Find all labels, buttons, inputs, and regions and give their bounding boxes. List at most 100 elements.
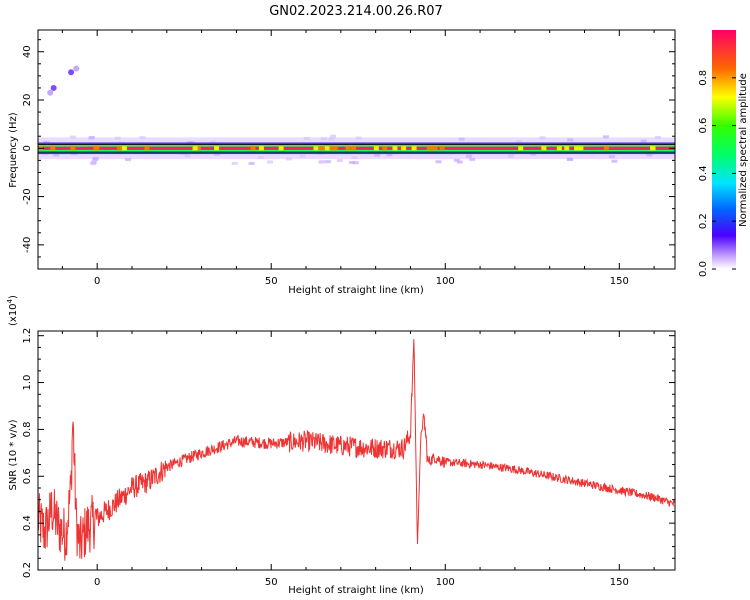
- spectrogram-halo-blob: [299, 154, 306, 158]
- spectrogram-hotspot: [319, 146, 325, 151]
- snr-panel: 0 50 100 150 0.2 0.4 0.6 0.8 1.0 1.2 Height of s…: [6, 295, 676, 596]
- spectrogram-x-tick-label: 50: [265, 276, 278, 287]
- spectrogram-halo-blob: [285, 157, 292, 161]
- spectrogram-halo-blob: [469, 157, 476, 161]
- spectrogram-hotspot: [50, 146, 56, 151]
- spectrogram-halo-blob: [257, 156, 264, 160]
- spectrogram-x-tick-label: 0: [94, 276, 100, 287]
- spectrogram-hotspot: [603, 146, 609, 151]
- spectrogram-halo-blob: [336, 159, 343, 163]
- spectrogram-halo-blob: [88, 135, 95, 139]
- spectrogram-hotspot: [258, 146, 264, 151]
- snr-x-tick-label: 100: [436, 577, 455, 588]
- spectrogram-y-tick-label: -40: [22, 237, 33, 253]
- spectrogram-hotspot: [313, 146, 319, 151]
- spectrogram-scatter-point: [73, 65, 80, 72]
- spectrogram-halo-blob: [386, 153, 393, 157]
- colorbar-tick-label: 0.0: [698, 261, 709, 277]
- snr-multiplier: (x104): [6, 295, 19, 326]
- spectrogram-hotspot: [392, 146, 398, 151]
- snr-x-tick-label: 150: [610, 577, 629, 588]
- spectrogram-halo-blob: [328, 137, 335, 141]
- spectrogram-halo-blob: [374, 153, 381, 157]
- spectrogram-halo-blob: [453, 158, 460, 162]
- spectrogram-hotspot: [192, 146, 198, 151]
- snr-multiplier-close: ): [8, 295, 19, 299]
- spectrogram-hotspot: [439, 146, 445, 151]
- spectrogram-halo-blob: [355, 136, 362, 140]
- spectrogram-hotspot: [432, 146, 438, 151]
- spectrogram-x-tick-label: 150: [610, 276, 629, 287]
- colorbar-tick-label: 0.2: [698, 213, 709, 229]
- figure-title: GN02.2023.214.00.26.R07: [269, 4, 443, 19]
- spectrogram-halo-blob: [566, 157, 573, 161]
- snr-line: [38, 339, 675, 561]
- spectrogram-halo-blob: [139, 136, 146, 140]
- spectrogram-halo-blob: [125, 158, 132, 162]
- snr-multiplier-exponent: 4: [6, 298, 14, 303]
- colorbar-tick-label: 0.4: [698, 165, 709, 181]
- spectrogram-halo-blob: [320, 137, 327, 141]
- snr-y-tick-label: 0.4: [22, 515, 33, 531]
- colorbar-tick-label: 0.6: [698, 118, 709, 134]
- spectrogram-halo-blob: [611, 159, 618, 163]
- spectrogram-hotspot: [564, 146, 570, 151]
- spectrogram-hotspot: [330, 146, 336, 151]
- spectrogram-halo-blob: [184, 154, 191, 158]
- spectrogram-y-tick-label: -20: [22, 188, 33, 204]
- snr-y-tick-label: 1.2: [22, 328, 33, 344]
- spectrogram-halo-blob: [90, 160, 97, 164]
- snr-y-tick-label: 0.8: [22, 421, 33, 437]
- spectrogram-hotspot: [345, 146, 351, 151]
- spectrogram-halo-blob: [507, 155, 514, 159]
- snr-ylabel: SNR (10 * v/v): [8, 419, 19, 490]
- spectrogram-hotspot: [116, 146, 122, 151]
- spectrogram-halo-blob: [231, 161, 238, 165]
- snr-x-tick-label: 50: [265, 577, 278, 588]
- spectrogram-hotspot: [411, 146, 417, 151]
- spectrogram-halo-blob: [53, 153, 60, 157]
- spectrogram-hotspot: [278, 146, 284, 151]
- spectrogram-halo-blob: [567, 138, 574, 142]
- spectrogram-halo-blob: [92, 156, 99, 160]
- spectrogram-hotspot: [401, 146, 407, 151]
- spectrogram-hotspot: [574, 146, 580, 151]
- spectrogram-panel: 0 50 100 150 -40 -20 0 20 40 Height of straight…: [8, 29, 676, 296]
- spectrogram-halo-blob: [210, 140, 217, 144]
- spectrogram-halo-blob: [608, 155, 615, 159]
- colorbar: 0.0 0.2 0.4 0.6 0.8 Normalized spectral ampl…: [698, 30, 749, 277]
- spectrogram-hotspot: [70, 146, 76, 151]
- snr-x-tick-label: 0: [94, 577, 100, 588]
- spectrogram-halo-blob: [349, 160, 356, 164]
- snr-x-ticks: 0 50 100 150: [61, 331, 655, 588]
- spectrogram-hotspot: [94, 146, 100, 151]
- spectrogram-y-tick-label: 0: [22, 145, 33, 151]
- spectrogram-hotspot: [518, 146, 524, 151]
- spectrogram-x-tick-label: 100: [436, 276, 455, 287]
- spectrogram-halo-blob: [248, 161, 255, 165]
- spectrogram-y-tick-label: 20: [22, 94, 33, 107]
- colorbar-label: Normalized spectral amplitude: [738, 73, 749, 227]
- colorbar-ticks: 0.0 0.2 0.4 0.6 0.8: [698, 70, 736, 277]
- spectrogram-frame: [37, 29, 676, 270]
- spectrogram-halo-blob: [303, 136, 310, 140]
- spectrogram-halo-blob: [330, 134, 337, 138]
- spectrogram-halo-blob: [324, 160, 331, 164]
- spectrogram-halo-blob: [516, 140, 523, 144]
- spectrogram-halo-blob: [266, 160, 273, 164]
- spectrogram-hotspot: [578, 146, 584, 151]
- snr-xlabel: Height of straight line (km): [288, 585, 424, 596]
- spectrogram-halo-blob: [602, 135, 609, 139]
- spectrogram-halo-blob: [435, 160, 442, 164]
- spectrogram-scatter: [47, 65, 80, 96]
- spectrogram-scatter-point: [68, 69, 75, 76]
- spectrogram-hotspot: [214, 146, 220, 151]
- snr-y-tick-label: 1.0: [22, 375, 33, 391]
- spectrogram-scatter-point: [50, 84, 57, 91]
- spectrogram-halo-blob: [352, 161, 359, 165]
- spectrogram-hotspot: [430, 146, 436, 151]
- spectrogram-halo-blob: [530, 152, 537, 156]
- spectrogram-scatter-point: [47, 89, 54, 96]
- spectrogram-hotspot: [195, 146, 201, 151]
